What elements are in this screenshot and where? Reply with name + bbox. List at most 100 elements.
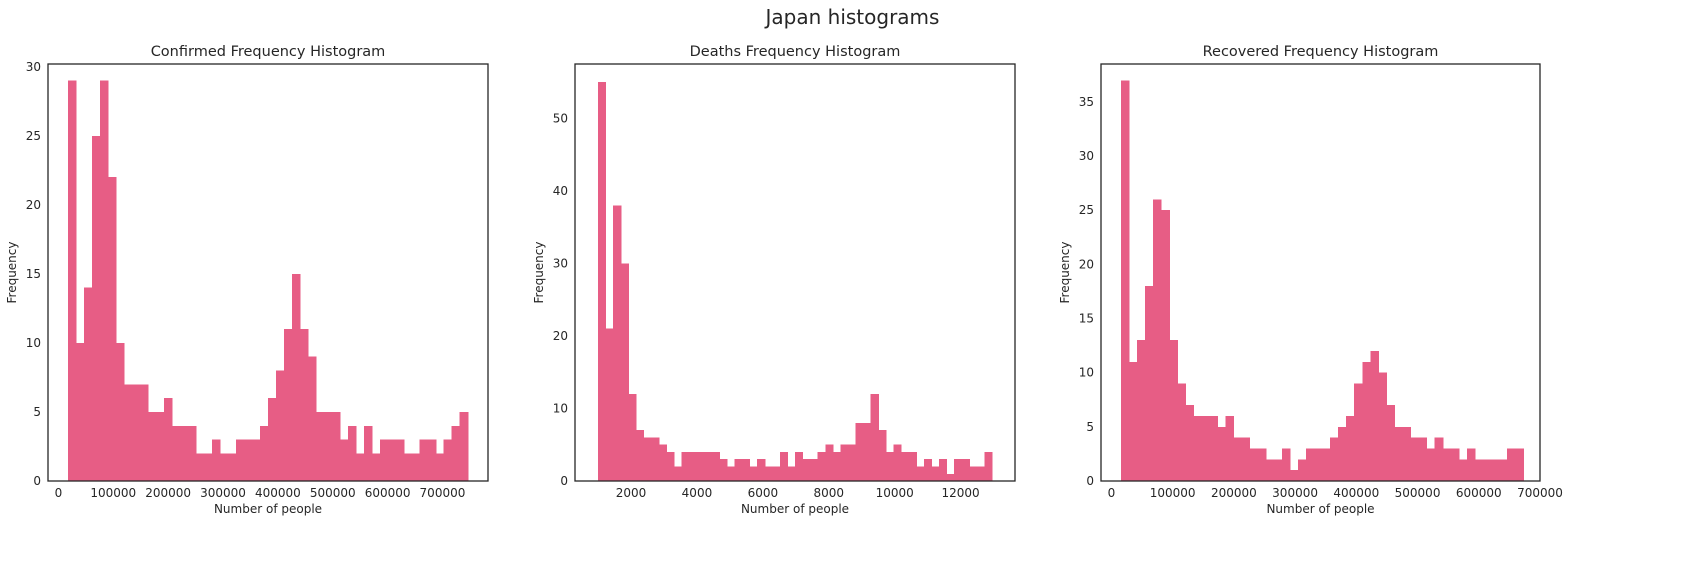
deaths-bar [757,459,766,481]
deaths-bar [878,430,887,481]
confirmed-bar [68,80,77,481]
recovered-ytick-label: 20 [1079,257,1094,271]
recovered-xtick-label: 100000 [1150,486,1196,500]
confirmed-xtick-label: 700000 [420,486,466,500]
confirmed-bar [139,384,149,481]
confirmed-bar [403,453,413,481]
confirmed-xtick-label: 600000 [365,486,411,500]
confirmed-bar [355,453,365,481]
deaths-bar [772,466,781,481]
recovered-ytick-label: 10 [1079,366,1094,380]
confirmed-bar [219,453,229,481]
confirmed-bar [387,439,397,481]
deaths-ytick-label: 0 [560,474,568,488]
recovered-bar [1450,448,1460,481]
deaths-bar [764,466,773,481]
confirmed-ytick-label: 15 [26,267,41,281]
deaths-chart-title: Deaths Frequency Histogram [690,44,901,60]
confirmed-xtick-label: 200000 [145,486,191,500]
recovered-bar [1305,448,1315,481]
deaths-ytick-label: 50 [553,111,568,125]
confirmed-bar [147,411,157,481]
recovered-ytick-label: 5 [1086,420,1094,434]
deaths-xtick-label: 6000 [748,486,779,500]
confirmed-bar [451,425,461,481]
recovered-bar [1241,437,1251,481]
recovered-bar [1386,405,1396,481]
deaths-bar [802,459,811,481]
confirmed-bar [395,439,405,481]
recovered-bar [1507,448,1516,481]
deaths-xtick-label: 10000 [876,486,914,500]
recovered-bar [1466,448,1476,481]
confirmed-bar [76,342,85,481]
confirmed-bar [347,425,357,481]
recovered-xtick-label: 200000 [1211,486,1257,500]
deaths-bar [832,451,842,481]
confirmed-bar [251,439,261,481]
confirmed-ytick-label: 20 [26,198,41,212]
confirmed-ytick-label: 30 [26,60,41,74]
recovered-bar [1313,448,1323,481]
confirmed-bar [92,135,101,482]
recovered-bar [1354,383,1363,481]
confirmed-bar [163,398,173,481]
recovered-bar [1265,459,1275,481]
recovered-ytick-label: 25 [1079,203,1094,217]
recovered-bar [1330,437,1339,481]
confirmed-bar [427,439,437,481]
confirmed-bar [171,425,181,481]
confirmed-xtick-label: 0 [55,486,63,500]
confirmed-bar [195,453,205,481]
recovered-bar [1297,459,1307,481]
deaths-bar [870,393,879,481]
deaths-bar [893,444,902,481]
recovered-xtick-label: 300000 [1272,486,1318,500]
recovered-bar [1289,470,1299,481]
deaths-bar [908,451,917,481]
confirmed-ytick-label: 10 [26,336,41,350]
deaths-xtick-label: 4000 [682,486,713,500]
confirmed-bar [275,370,285,481]
recovered-xtick-label: 600000 [1456,486,1502,500]
confirmed-bar [443,439,453,481]
confirmed-bar [243,439,253,481]
deaths-bar [719,459,728,481]
recovered-histogram: 0 100000 200000 300000 400000 500000 600000 700… [1058,44,1563,516]
deaths-bar [681,451,690,481]
deaths-xtick-label: 12000 [942,486,980,500]
deaths-bar [840,444,849,481]
recovered-bar [1482,459,1492,481]
confirmed-xtick-label: 100000 [90,486,136,500]
recovered-bar [1257,448,1267,481]
deaths-bar [848,444,857,481]
recovered-xtick-label: 400000 [1333,486,1379,500]
recovered-ytick-label: 35 [1079,95,1094,109]
recovered-bar [1322,448,1331,481]
deaths-bar [628,393,637,481]
confirmed-bar [419,439,429,481]
confirmed-bar [100,80,109,481]
deaths-bar [916,466,925,481]
deaths-histogram: 2000 4000 6000 8000 10000 12000 0 10 20 30 40 50 Dea… [532,44,1016,516]
confirmed-bar [363,425,373,481]
confirmed-chart-title: Confirmed Frequency Histogram [151,44,386,60]
recovered-bar [1362,361,1371,481]
confirmed-bar [267,398,277,481]
recovered-xtick-label: 0 [1108,486,1116,500]
recovered-bar [1378,372,1387,481]
recovered-bar [1402,426,1412,481]
confirmed-bar [323,411,333,481]
recovered-y-axis-label: Frequency [1058,242,1072,304]
confirmed-xtick-label: 300000 [200,486,246,500]
recovered-bar [1128,361,1138,481]
deaths-bar [666,451,675,481]
recovered-bar [1145,286,1154,481]
deaths-bar [961,459,970,481]
recovered-xtick-label: 700000 [1517,486,1563,500]
deaths-bar [795,451,804,481]
recovered-bar [1426,448,1436,481]
confirmed-bar [339,439,349,481]
recovered-bar [1201,416,1210,481]
